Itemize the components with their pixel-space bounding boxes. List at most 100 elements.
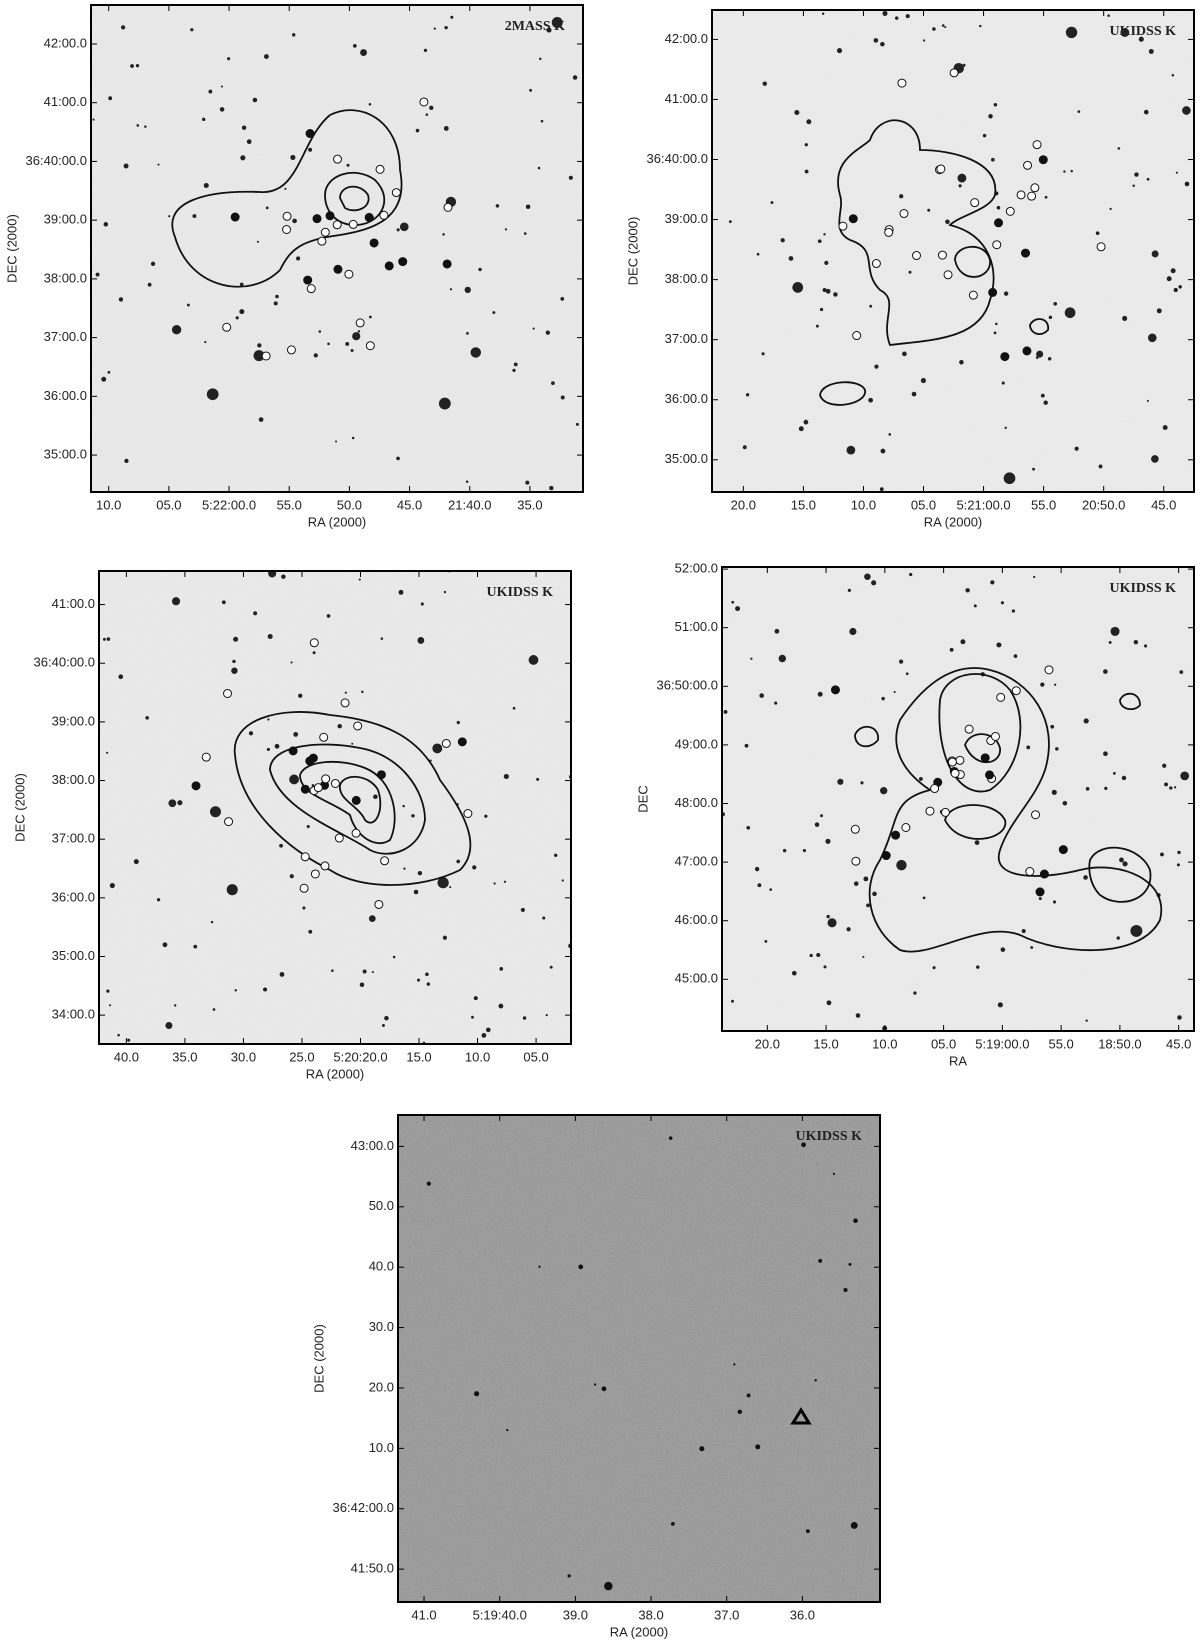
star xyxy=(150,261,156,266)
source-marker xyxy=(871,259,881,269)
star xyxy=(235,316,239,320)
star xyxy=(493,882,496,885)
source-marker xyxy=(224,817,234,827)
y-tick-label: 51:00.0 xyxy=(675,619,718,634)
star xyxy=(798,426,804,432)
star xyxy=(1112,772,1116,775)
star xyxy=(995,322,998,326)
star xyxy=(292,218,297,224)
image-noise xyxy=(91,5,583,492)
star xyxy=(522,1016,527,1020)
star xyxy=(109,1004,112,1007)
x-axis-label: RA (2000) xyxy=(924,514,983,529)
y-tick-label: 42:00.0 xyxy=(44,35,87,50)
star xyxy=(1122,861,1128,867)
star xyxy=(221,600,226,605)
star xyxy=(1133,639,1139,645)
star xyxy=(803,419,809,425)
contour xyxy=(299,760,396,845)
star xyxy=(755,1444,761,1450)
source-marker xyxy=(985,770,995,780)
star xyxy=(381,1024,385,1027)
star xyxy=(1120,28,1130,37)
star xyxy=(1103,669,1108,674)
panel-label: 2MASS K xyxy=(505,19,565,34)
star xyxy=(231,667,238,674)
star xyxy=(118,297,124,302)
source-marker xyxy=(313,783,323,793)
star xyxy=(233,636,239,642)
star xyxy=(456,720,460,725)
star xyxy=(1064,307,1076,319)
star xyxy=(537,166,541,170)
y-tick-label: 43:00.0 xyxy=(351,1138,394,1153)
star xyxy=(1162,763,1167,768)
star xyxy=(275,294,279,299)
star xyxy=(1180,771,1190,781)
star xyxy=(267,718,270,721)
star xyxy=(944,26,947,29)
source-marker xyxy=(320,227,330,237)
star xyxy=(403,867,406,870)
star xyxy=(853,881,859,886)
star xyxy=(1033,575,1036,579)
y-tick-label: 41:00.0 xyxy=(44,94,87,109)
star xyxy=(1063,170,1066,173)
image-noise xyxy=(712,10,1194,492)
star xyxy=(539,57,542,61)
star xyxy=(802,848,807,853)
star xyxy=(202,117,206,122)
frame xyxy=(711,9,1195,493)
x-tick-label: 40.0 xyxy=(114,1049,139,1064)
star xyxy=(863,876,869,882)
y-tick-label: 48:00.0 xyxy=(675,795,718,810)
star xyxy=(965,588,970,593)
y-tick-label: 20.0 xyxy=(369,1379,394,1394)
source-marker xyxy=(949,68,959,78)
contour xyxy=(964,733,1001,764)
star xyxy=(499,967,504,971)
source-marker xyxy=(1031,810,1041,820)
source-marker xyxy=(325,211,335,221)
star xyxy=(1176,863,1180,867)
star xyxy=(735,606,741,612)
x-tick-label: 05.0 xyxy=(523,1049,548,1064)
star xyxy=(1119,857,1124,863)
source-marker xyxy=(379,210,389,220)
source-marker xyxy=(1039,869,1049,879)
y-tick-label: 52:00.0 xyxy=(675,561,718,576)
star xyxy=(246,139,252,145)
source-marker xyxy=(1021,248,1031,258)
star xyxy=(344,691,347,694)
y-tick-label: 45:00.0 xyxy=(675,971,718,986)
x-tick-label: 41.0 xyxy=(411,1607,436,1622)
source-marker xyxy=(191,781,201,791)
star xyxy=(745,393,750,397)
source-marker xyxy=(351,795,361,805)
star xyxy=(882,10,888,16)
source-marker xyxy=(333,264,343,274)
star xyxy=(1085,786,1090,791)
star xyxy=(1047,356,1052,361)
contour xyxy=(324,171,386,226)
star xyxy=(360,49,367,56)
y-tick-label: 41:00.0 xyxy=(665,91,708,106)
star xyxy=(1074,446,1079,451)
x-axis-label: RA (2000) xyxy=(308,514,367,529)
star xyxy=(932,27,936,31)
source-marker xyxy=(348,219,358,229)
star xyxy=(770,201,774,204)
star xyxy=(990,580,995,585)
source-marker xyxy=(830,685,840,695)
image-noise xyxy=(398,1115,880,1602)
star xyxy=(728,220,732,224)
y-tick-label: 46:00.0 xyxy=(675,912,718,927)
source-marker xyxy=(850,824,860,834)
star xyxy=(850,1522,858,1529)
source-marker xyxy=(282,211,292,221)
star xyxy=(908,270,912,274)
star xyxy=(826,914,830,919)
source-marker xyxy=(1022,346,1032,356)
contour xyxy=(339,776,382,824)
star xyxy=(804,169,809,174)
